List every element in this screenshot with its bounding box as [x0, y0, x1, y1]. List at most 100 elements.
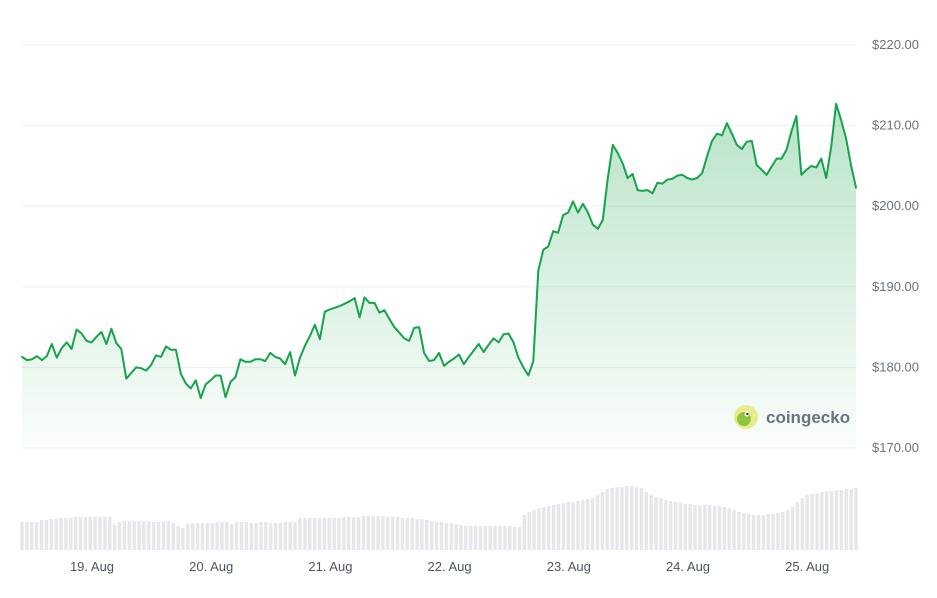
volume-bar: [625, 486, 629, 550]
volume-bar: [556, 504, 561, 550]
volume-bar: [25, 522, 29, 550]
x-axis-labels: 19. Aug 20. Aug 21. Aug 22. Aug 23. Aug 24. A…: [70, 559, 829, 574]
y-tick-label: $170.00: [872, 440, 919, 455]
volume-bar: [444, 523, 449, 550]
volume-bar: [766, 514, 770, 550]
volume-bar: [332, 518, 336, 550]
volume-bar: [156, 522, 161, 550]
volume-bar: [20, 522, 24, 550]
volume-bar: [537, 508, 541, 550]
volume-bar: [473, 526, 478, 550]
volume-bar: [264, 522, 268, 550]
volume-bar: [464, 526, 468, 550]
volume-bar: [576, 501, 580, 550]
volume-bar: [390, 517, 395, 550]
volume-bar: [249, 523, 253, 550]
volume-bar: [73, 517, 78, 550]
volume-bar: [30, 522, 34, 550]
volume-bar: [488, 526, 492, 550]
volume-bar: [727, 508, 731, 550]
volume-bar: [337, 518, 341, 550]
volume-bar: [429, 521, 434, 550]
volume-bar: [230, 524, 234, 550]
volume-bar: [210, 523, 214, 550]
volume-bar: [508, 526, 512, 550]
volume-bar: [312, 518, 317, 550]
volume-bar: [449, 523, 453, 550]
volume-bar: [356, 517, 361, 550]
volume-bar: [517, 527, 522, 550]
volume-bar: [439, 522, 444, 550]
coingecko-watermark: coingecko: [734, 405, 850, 429]
volume-bar: [781, 512, 785, 550]
volume-bar: [707, 505, 712, 550]
volume-bar: [668, 501, 673, 550]
volume-bar: [503, 526, 507, 550]
volume-bar: [234, 522, 239, 550]
volume-bar: [512, 527, 517, 550]
volume-bar: [590, 498, 595, 550]
volume-bar: [49, 519, 53, 550]
volume-bar: [703, 505, 707, 550]
volume-bar: [629, 486, 634, 550]
volume-bar: [786, 510, 790, 550]
volume-bar: [610, 488, 614, 550]
volume-bar: [151, 522, 156, 550]
volume-bar: [468, 526, 473, 550]
volume-bar: [69, 518, 73, 550]
volume-bar: [327, 518, 331, 550]
volume-bar: [459, 525, 463, 550]
x-tick-label: 25. Aug: [785, 559, 829, 574]
volume-bar: [761, 515, 766, 550]
volume-bar: [434, 522, 439, 550]
volume-bar: [132, 521, 136, 550]
volume-bar: [308, 518, 312, 550]
volume-bar: [83, 517, 88, 550]
volume-bar: [239, 522, 244, 550]
volume-bar: [278, 523, 283, 550]
volume-bar: [810, 494, 814, 550]
volume-bar: [834, 490, 839, 550]
volume-bar: [303, 518, 307, 550]
volume-bar: [551, 505, 556, 550]
gecko-pupil-icon: [746, 412, 749, 416]
volume-bar: [410, 518, 414, 550]
volume-bar: [673, 502, 678, 550]
volume-bar: [634, 487, 639, 550]
volume-bar: [678, 503, 683, 550]
volume-bar: [244, 522, 249, 550]
volume-bar: [254, 523, 258, 550]
volume-bar: [532, 510, 536, 550]
volume-bar: [425, 520, 429, 550]
volume-bar: [98, 517, 102, 550]
volume-bar: [498, 526, 502, 550]
volume-bar: [561, 503, 566, 550]
volume-bar: [405, 518, 410, 550]
volume-bar: [615, 487, 619, 550]
volume-bar: [317, 518, 322, 550]
volume-bar: [644, 492, 648, 550]
volume-bar: [776, 513, 780, 550]
x-tick-label: 20. Aug: [189, 559, 233, 574]
watermark-text: coingecko: [766, 408, 850, 427]
volume-bar: [581, 500, 585, 550]
volume-bar: [186, 524, 190, 550]
volume-bar: [722, 507, 727, 550]
volume-bar: [215, 522, 219, 550]
volume-bar: [698, 505, 702, 550]
volume-bar: [351, 517, 356, 550]
volume-bar: [527, 512, 531, 550]
volume-bar: [127, 521, 132, 550]
volume-bar: [195, 523, 200, 550]
volume-bar: [683, 504, 688, 550]
volume-bar: [790, 507, 795, 550]
volume-bar: [483, 526, 488, 550]
volume-bar: [756, 515, 761, 550]
volume-bar: [478, 526, 483, 550]
volume-bar: [78, 517, 83, 550]
volume-bar: [649, 495, 653, 550]
volume-bar: [854, 488, 858, 550]
price-area-fill: [22, 103, 856, 449]
volume-bar: [844, 489, 848, 550]
